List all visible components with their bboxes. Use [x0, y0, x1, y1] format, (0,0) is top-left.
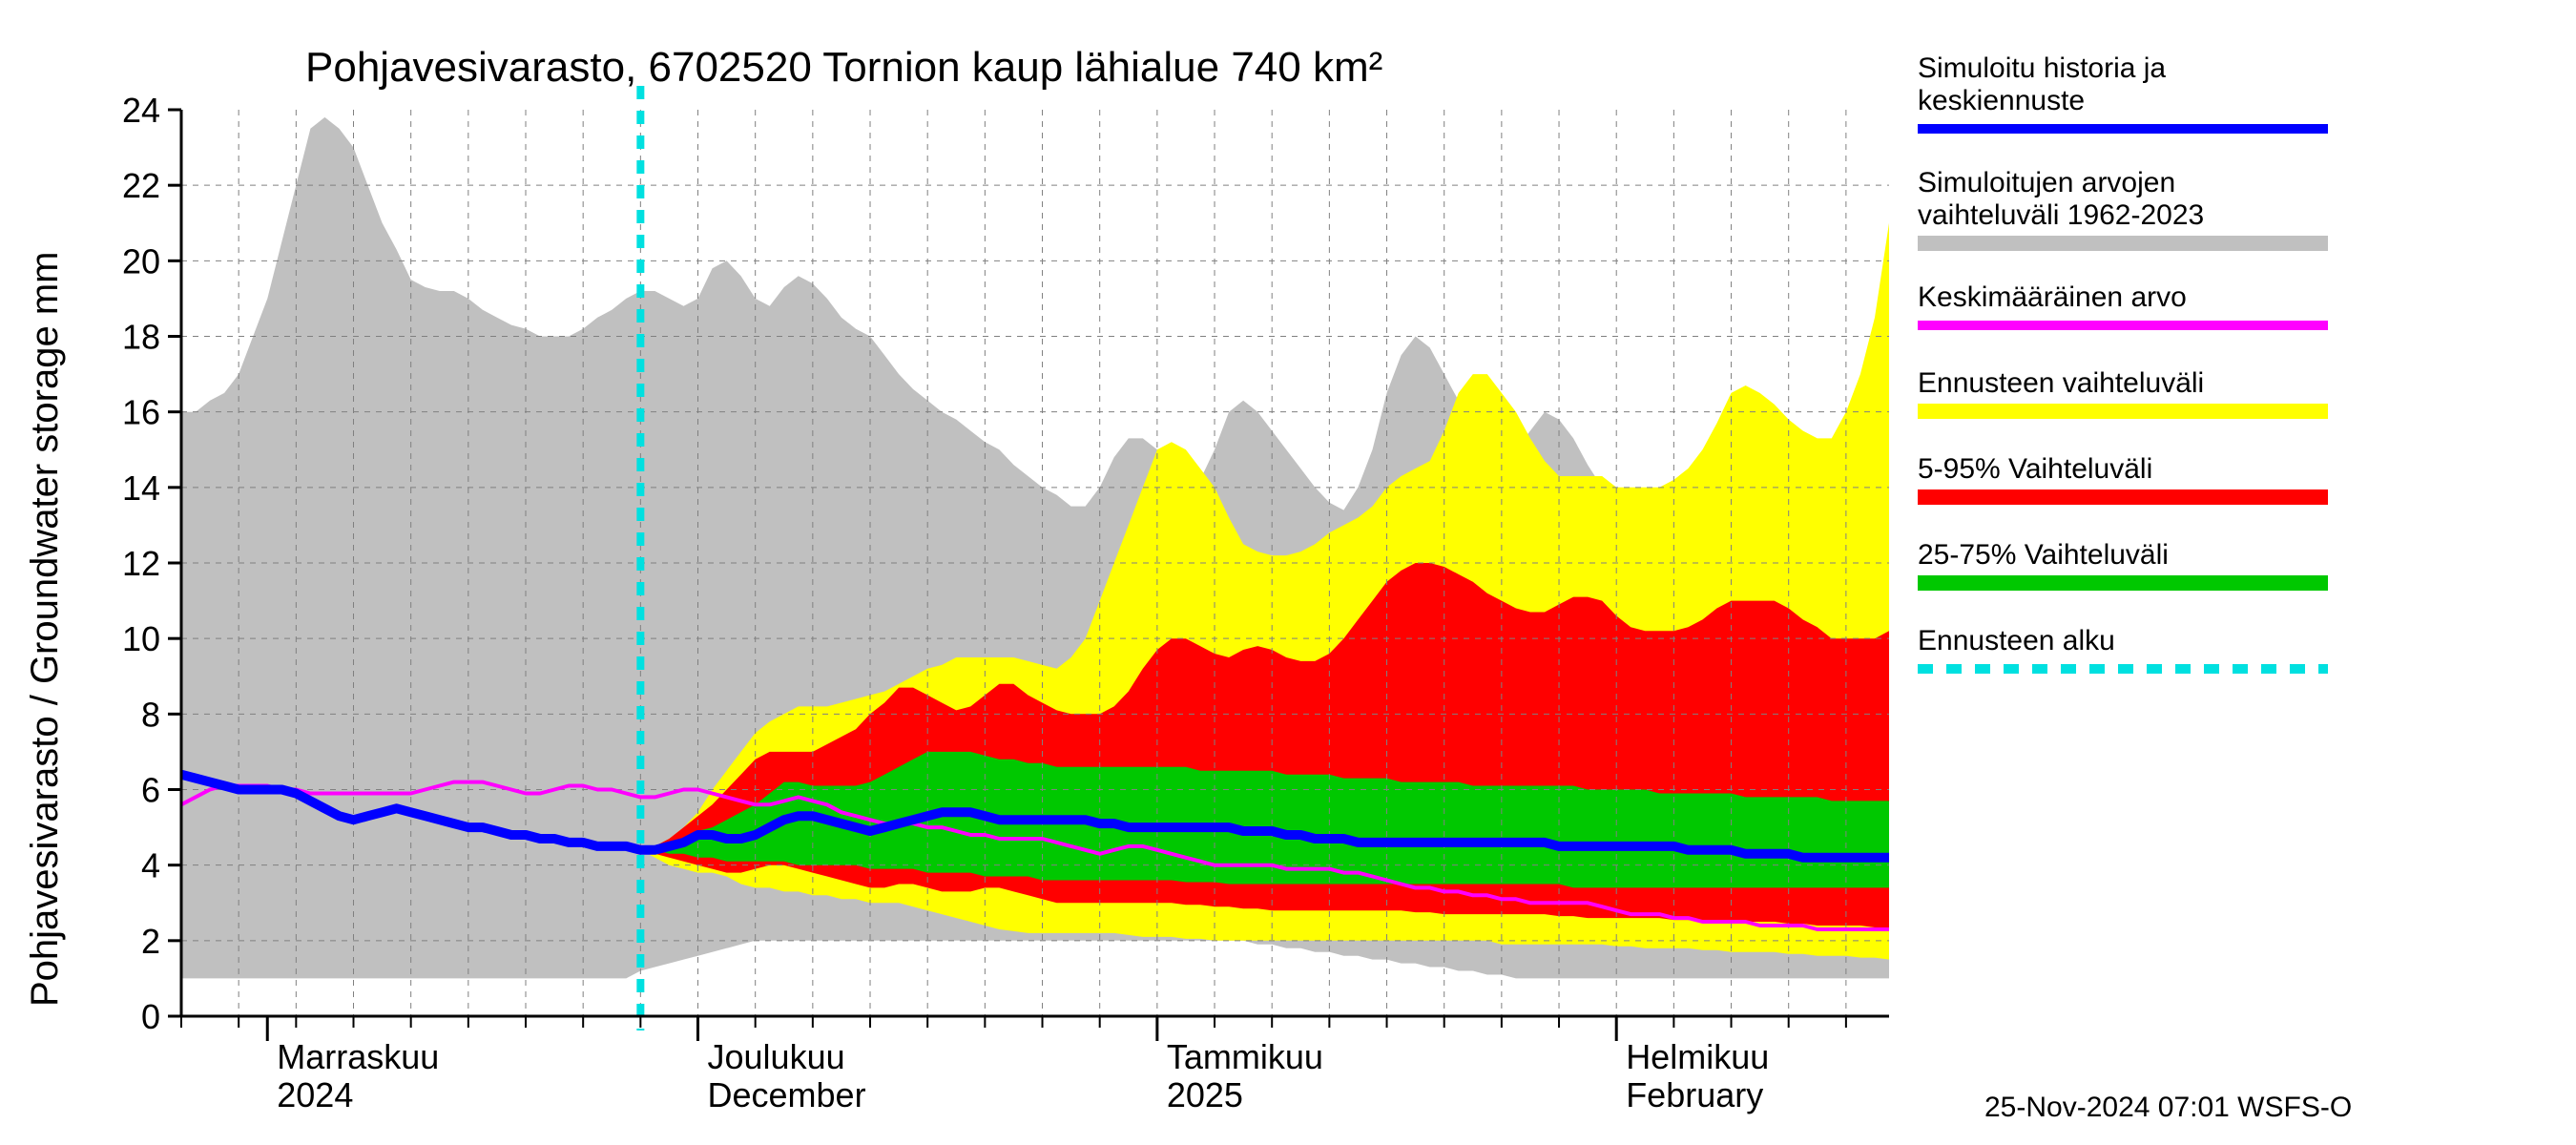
legend-label: Ennusteen alku — [1918, 625, 2115, 656]
y-tick-label: 10 — [122, 619, 160, 658]
groundwater-forecast-chart: 024681012141618202224Marraskuu2024Jouluk… — [0, 0, 2576, 1145]
legend-label: Simuloitu historia ja — [1918, 52, 2166, 84]
y-tick-label: 12 — [122, 544, 160, 583]
y-tick-label: 24 — [122, 91, 160, 130]
legend-label: Ennusteen vaihteluväli — [1918, 367, 2204, 399]
y-tick-label: 8 — [141, 695, 160, 734]
x-tick-label-1: Marraskuu — [277, 1037, 439, 1076]
y-tick-label: 0 — [141, 997, 160, 1036]
x-tick-label-1: Joulukuu — [708, 1037, 845, 1076]
x-tick-label-2: February — [1626, 1075, 1763, 1114]
y-tick-label: 22 — [122, 166, 160, 205]
chart-title: Pohjavesivarasto, 6702520 Tornion kaup l… — [305, 44, 1382, 91]
y-axis-label: Pohjavesivarasto / Groundwater storage m… — [24, 252, 66, 1007]
y-tick-label: 6 — [141, 771, 160, 810]
y-tick-label: 4 — [141, 846, 160, 885]
x-tick-label-1: Tammikuu — [1167, 1037, 1323, 1076]
legend-label: vaihteluväli 1962-2023 — [1918, 199, 2204, 231]
legend-swatch — [1918, 575, 2328, 591]
x-tick-label-2: December — [708, 1075, 866, 1114]
y-tick-label: 14 — [122, 468, 160, 508]
legend-label: keskiennuste — [1918, 85, 2085, 116]
x-tick-label-1: Helmikuu — [1626, 1037, 1769, 1076]
y-tick-label: 20 — [122, 241, 160, 281]
legend-swatch — [1918, 124, 2328, 134]
y-tick-label: 18 — [122, 318, 160, 357]
legend-label: 25-75% Vaihteluväli — [1918, 539, 2169, 571]
legend-label: 5-95% Vaihteluväli — [1918, 453, 2152, 485]
chart-footer-timestamp: 25-Nov-2024 07:01 WSFS-O — [1984, 1092, 2352, 1123]
y-tick-label: 2 — [141, 922, 160, 961]
x-tick-label-2: 2025 — [1167, 1075, 1243, 1114]
legend-swatch — [1918, 489, 2328, 505]
legend-swatch — [1918, 404, 2328, 419]
legend-swatch — [1918, 321, 2328, 330]
legend-swatch — [1918, 236, 2328, 251]
x-tick-label-2: 2024 — [277, 1075, 353, 1114]
y-tick-label: 16 — [122, 393, 160, 432]
legend-label: Simuloitujen arvojen — [1918, 167, 2175, 198]
legend-label: Keskimääräinen arvo — [1918, 281, 2187, 313]
